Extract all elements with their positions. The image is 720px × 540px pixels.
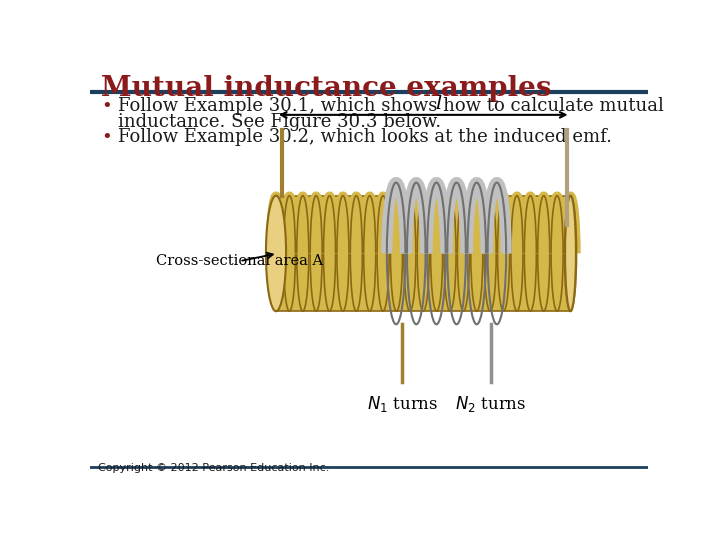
Text: •: •	[101, 97, 112, 115]
Text: Cross-sectional area A: Cross-sectional area A	[156, 253, 323, 268]
Text: l: l	[436, 95, 442, 113]
Text: $N_2$ turns: $N_2$ turns	[455, 394, 526, 414]
Text: $N_1$ turns: $N_1$ turns	[366, 394, 438, 414]
Text: •: •	[101, 128, 112, 146]
Text: Follow Example 30.2, which looks at the induced emf.: Follow Example 30.2, which looks at the …	[118, 128, 612, 146]
Text: Mutual inductance examples: Mutual inductance examples	[101, 75, 552, 102]
Text: Follow Example 30.1, which shows how to calculate mutual: Follow Example 30.1, which shows how to …	[118, 97, 664, 115]
Ellipse shape	[565, 195, 576, 311]
Text: Copyright © 2012 Pearson Education Inc.: Copyright © 2012 Pearson Education Inc.	[98, 463, 329, 473]
Text: inductance. See Figure 30.3 below.: inductance. See Figure 30.3 below.	[118, 112, 441, 131]
Ellipse shape	[266, 195, 286, 311]
FancyBboxPatch shape	[276, 195, 570, 311]
